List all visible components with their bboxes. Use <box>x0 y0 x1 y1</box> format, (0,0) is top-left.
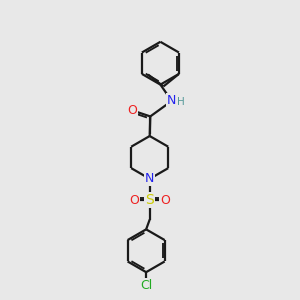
Text: O: O <box>128 104 137 117</box>
Text: S: S <box>145 193 154 207</box>
Text: Cl: Cl <box>140 279 152 292</box>
Text: N: N <box>167 94 176 107</box>
Text: N: N <box>145 172 154 185</box>
Text: O: O <box>160 194 170 207</box>
Text: O: O <box>129 194 139 207</box>
Text: H: H <box>177 98 185 107</box>
